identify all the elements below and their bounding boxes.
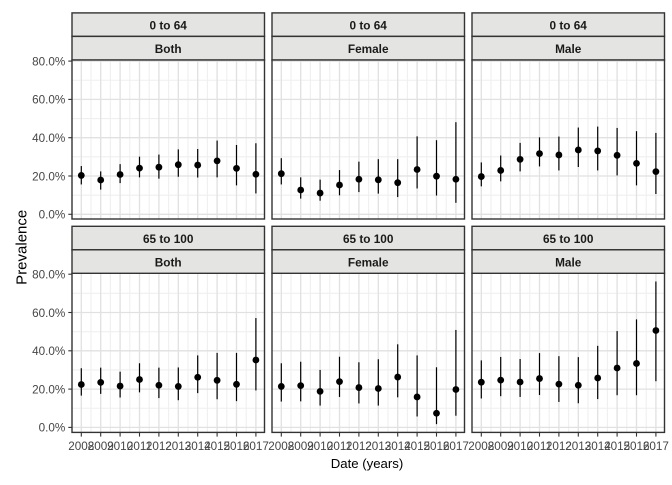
svg-text:Both: Both <box>155 256 182 270</box>
svg-text:Prevalence: Prevalence <box>14 210 31 285</box>
svg-text:2015: 2015 <box>204 440 231 453</box>
svg-text:0 to 64: 0 to 64 <box>150 19 188 33</box>
svg-text:80.0%: 80.0% <box>32 269 65 282</box>
svg-text:2017: 2017 <box>443 440 469 453</box>
svg-text:2013: 2013 <box>365 440 391 453</box>
svg-text:2014: 2014 <box>185 440 212 453</box>
svg-text:0.0%: 0.0% <box>39 422 66 435</box>
svg-text:80.0%: 80.0% <box>32 55 65 68</box>
svg-text:2013: 2013 <box>565 440 591 453</box>
svg-text:2017: 2017 <box>243 440 269 453</box>
svg-text:2017: 2017 <box>643 440 669 453</box>
svg-text:2011: 2011 <box>527 440 552 453</box>
svg-text:0.0%: 0.0% <box>39 209 66 222</box>
svg-text:2008: 2008 <box>68 440 94 453</box>
svg-text:0 to 64: 0 to 64 <box>550 19 588 33</box>
svg-text:2010: 2010 <box>507 440 534 453</box>
svg-text:20.0%: 20.0% <box>32 383 65 396</box>
svg-text:2008: 2008 <box>268 440 294 453</box>
svg-text:0 to 64: 0 to 64 <box>350 19 388 33</box>
svg-text:65 to 100: 65 to 100 <box>543 232 594 246</box>
svg-text:60.0%: 60.0% <box>32 94 65 107</box>
svg-text:2014: 2014 <box>385 440 412 453</box>
svg-text:Male: Male <box>555 42 582 56</box>
svg-text:65 to 100: 65 to 100 <box>143 232 194 246</box>
svg-text:2009: 2009 <box>488 440 514 453</box>
svg-text:Female: Female <box>348 42 389 56</box>
svg-text:2011: 2011 <box>127 440 152 453</box>
svg-text:Date (years): Date (years) <box>331 456 404 471</box>
svg-text:2010: 2010 <box>307 440 334 453</box>
svg-text:2009: 2009 <box>288 440 314 453</box>
svg-text:60.0%: 60.0% <box>32 307 65 320</box>
svg-text:2013: 2013 <box>165 440 191 453</box>
svg-text:2014: 2014 <box>585 440 612 453</box>
svg-text:2012: 2012 <box>146 440 172 453</box>
svg-text:2008: 2008 <box>468 440 494 453</box>
svg-text:2010: 2010 <box>107 440 134 453</box>
svg-text:2015: 2015 <box>604 440 631 453</box>
svg-text:2016: 2016 <box>623 440 649 453</box>
svg-text:65 to 100: 65 to 100 <box>343 232 394 246</box>
svg-text:40.0%: 40.0% <box>32 345 65 358</box>
svg-text:2016: 2016 <box>423 440 449 453</box>
svg-text:2016: 2016 <box>223 440 249 453</box>
svg-text:Male: Male <box>555 256 582 270</box>
svg-text:2012: 2012 <box>346 440 372 453</box>
svg-text:2009: 2009 <box>88 440 114 453</box>
svg-text:Both: Both <box>155 42 182 56</box>
svg-text:2012: 2012 <box>546 440 572 453</box>
svg-text:2011: 2011 <box>327 440 352 453</box>
svg-text:2015: 2015 <box>404 440 431 453</box>
svg-text:40.0%: 40.0% <box>32 132 65 145</box>
svg-text:20.0%: 20.0% <box>32 170 65 183</box>
svg-text:Female: Female <box>348 256 389 270</box>
